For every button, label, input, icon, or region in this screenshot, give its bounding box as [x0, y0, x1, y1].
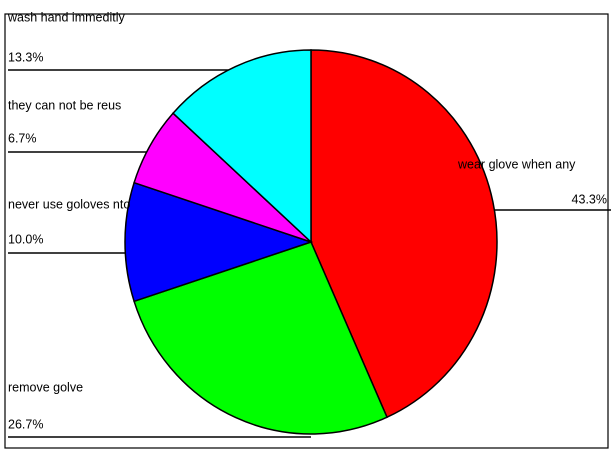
slice-label: remove golve: [8, 380, 83, 394]
slice-value-label: 26.7%: [8, 417, 43, 431]
frame: [4, 13, 609, 449]
slice-value-label: 13.3%: [8, 50, 43, 64]
pie-slice: [171, 49, 312, 244]
slice-value-label: 43.3%: [572, 192, 607, 206]
slice-value-label: 6.7%: [8, 131, 37, 145]
slice-label: they can not be reus: [8, 98, 121, 112]
slice-label: wear glove when any: [457, 157, 576, 171]
pie-slice: [124, 181, 314, 303]
pie-slice: [133, 241, 388, 435]
slice-value-label: 10.0%: [8, 232, 43, 246]
pie-slice: [310, 49, 498, 419]
slice-label: wash hand immeditly: [7, 10, 125, 24]
slice-label: never use goloves nto: [8, 197, 130, 211]
